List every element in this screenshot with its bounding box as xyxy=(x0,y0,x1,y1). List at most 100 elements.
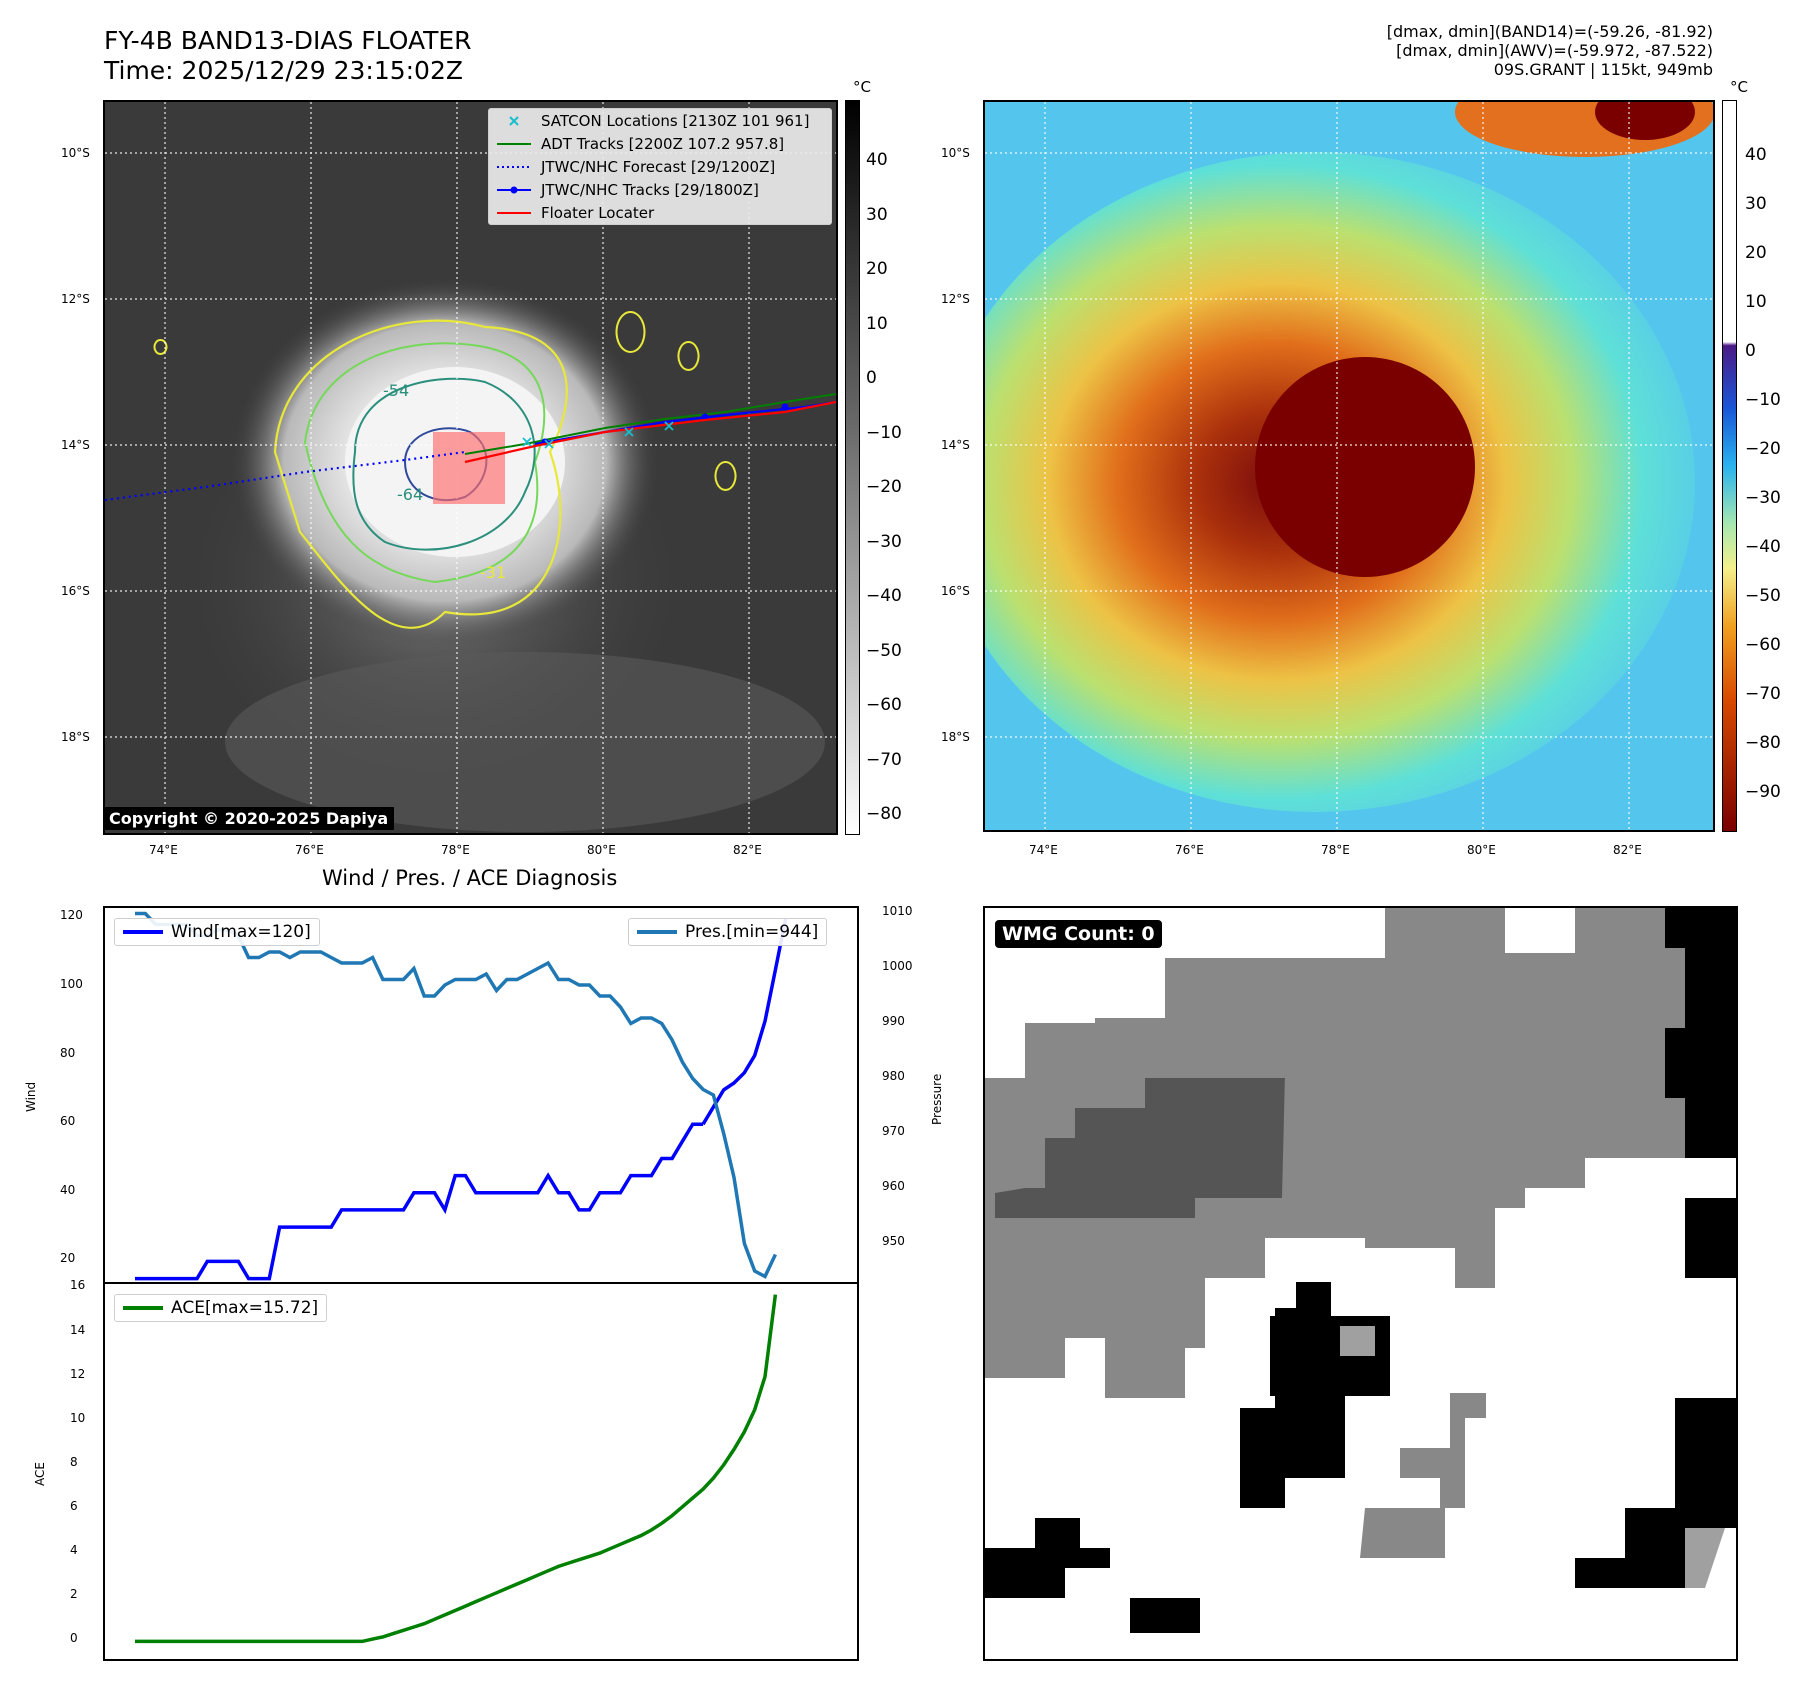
figure-title: FY-4B BAND13-DIAS FLOATER Time: 2025/12/… xyxy=(104,26,472,86)
ir-colorbar-tick: −50 xyxy=(866,640,902,661)
lat-tick-label: 10°S xyxy=(61,146,90,160)
lat-tick-label: 16°S xyxy=(941,584,970,598)
ace-legend: ACE[max=15.72] xyxy=(114,1294,328,1322)
awv-colorbar-tick: 20 xyxy=(1745,243,1767,263)
pressure-series-line xyxy=(135,911,777,1279)
lon-tick-label: 80°E xyxy=(1467,843,1496,857)
ace-ytick-label: 4 xyxy=(70,1543,78,1558)
figure-title-product: FY-4B BAND13-DIAS FLOATER xyxy=(104,26,472,55)
lat-tick-label: 10°S xyxy=(941,146,970,160)
ir-colorbar-tick: −70 xyxy=(866,749,902,770)
pressure-ytick-label: 960 xyxy=(882,1178,905,1193)
pressure-ytick-label: 1000 xyxy=(882,958,913,973)
x-marker-icon xyxy=(495,114,533,128)
wmg-classification-map xyxy=(985,908,1736,1659)
awv-range: [dmax, dmin](AWV)=(-59.972, -87.522) xyxy=(1396,41,1713,60)
wind-line-icon xyxy=(123,930,163,934)
lat-tick-label: 18°S xyxy=(941,730,970,744)
lon-tick-label: 78°E xyxy=(441,843,470,857)
legend-item-adt: ADT Tracks [2200Z 107.2 957.8] xyxy=(489,132,831,155)
ir-colorbar-tick: 20 xyxy=(866,259,888,279)
wind-ytick-label: 80 xyxy=(60,1045,76,1060)
awv-colorbar-tick: 10 xyxy=(1745,292,1767,312)
lon-tick-label: 76°E xyxy=(295,843,324,857)
lon-tick-label: 74°E xyxy=(149,843,178,857)
figure-title-time: Time: 2025/12/29 23:15:02Z xyxy=(104,56,463,85)
pressure-ytick-label: 980 xyxy=(882,1068,905,1083)
awv-colorbar xyxy=(1722,100,1737,832)
ir-colorbar-tick: 30 xyxy=(866,204,888,225)
awv-colorbar-tick: −90 xyxy=(1745,782,1781,802)
ace-series-line xyxy=(135,1294,778,1644)
storm-name-intensity: 09S.GRANT | 115kt, 949mb xyxy=(1493,60,1713,79)
lon-tick-label: 74°E xyxy=(1029,843,1058,857)
lat-tick-label: 16°S xyxy=(61,584,90,598)
ace-ytick-label: 8 xyxy=(70,1454,78,1469)
contour-label-54: -54 xyxy=(383,381,409,400)
ir-colorbar-tick: −60 xyxy=(866,695,902,715)
line-dot-icon xyxy=(495,183,533,197)
lat-tick-label: 12°S xyxy=(941,292,970,306)
legend-item-satcon: SATCON Locations [2130Z 101 961] xyxy=(489,109,831,132)
ir-colorbar-unit: °C xyxy=(853,78,871,96)
legend-item-floater: Floater Locater xyxy=(489,201,831,224)
wind-ytick-label: 20 xyxy=(60,1251,76,1266)
awv-imagery-panel xyxy=(983,100,1715,832)
ace-plot xyxy=(135,1294,778,1644)
diagnosis-title: Wind / Pres. / ACE Diagnosis xyxy=(322,866,618,890)
awv-colorbar-tick: −50 xyxy=(1745,586,1781,606)
lon-tick-label: 82°E xyxy=(1613,843,1642,857)
ace-ytick-label: 6 xyxy=(70,1499,78,1513)
pressure-ytick-label: 990 xyxy=(882,1013,905,1028)
storm-info: [dmax, dmin](BAND14)=(-59.26, -81.92) [d… xyxy=(1387,22,1713,79)
pressure-axis-label: Pressure xyxy=(930,1073,944,1125)
solid-line-icon xyxy=(495,206,533,220)
awv-colorbar-tick: −10 xyxy=(1745,390,1781,410)
wind-ytick-label: 60 xyxy=(60,1114,76,1129)
awv-colorbar-tick: −80 xyxy=(1745,733,1781,753)
lat-tick-label: 14°S xyxy=(941,438,970,452)
wmg-panel xyxy=(983,906,1738,1661)
copyright-badge: Copyright © 2020-2025 Dapiya xyxy=(103,807,395,830)
awv-colorbar-tick: 30 xyxy=(1745,194,1767,214)
legend-item-forecast: JTWC/NHC Forecast [29/1200Z] xyxy=(489,155,831,178)
wind-legend: Wind[max=120] xyxy=(114,918,320,946)
ir-colorbar-tick: −80 xyxy=(866,804,902,824)
ace-line-icon xyxy=(123,1306,163,1310)
wind-ytick-label: 120 xyxy=(60,908,83,923)
ir-colorbar-tick: −20 xyxy=(866,477,902,497)
awv-colorbar-tick: 40 xyxy=(1745,145,1767,165)
ace-axis-label: ACE xyxy=(33,1462,47,1486)
legend-item-jtwc: JTWC/NHC Tracks [29/1800Z] xyxy=(489,178,831,201)
solid-line-icon xyxy=(495,137,533,151)
ace-ytick-label: 12 xyxy=(70,1366,86,1381)
dotted-line-icon xyxy=(495,160,533,174)
lat-tick-label: 18°S xyxy=(61,730,90,744)
wind-pressure-panel xyxy=(103,906,859,1284)
pressure-ytick-label: 1010 xyxy=(882,903,913,918)
ace-ytick-label: 0 xyxy=(70,1631,78,1646)
pressure-ytick-label: 950 xyxy=(882,1233,905,1248)
ir-colorbar-tick: 0 xyxy=(866,368,877,388)
ace-ytick-label: 2 xyxy=(70,1587,78,1602)
awv-colorbar-tick: −30 xyxy=(1745,488,1781,508)
awv-colorbar-unit: °C xyxy=(1730,78,1748,96)
ir-colorbar-tick: 10 xyxy=(866,313,888,334)
awv-colorbar-tick: −20 xyxy=(1745,439,1781,459)
ace-ytick-label: 14 xyxy=(70,1322,86,1337)
awv-colorbar-tick: −60 xyxy=(1745,635,1781,655)
ace-ytick-label: 10 xyxy=(70,1410,86,1425)
lat-tick-label: 12°S xyxy=(61,292,90,306)
ir-colorbar-tick: −40 xyxy=(866,586,902,606)
wmg-count-label: WMG Count: 0 xyxy=(995,920,1162,948)
lon-tick-label: 76°E xyxy=(1175,843,1204,857)
wind-ytick-label: 40 xyxy=(60,1182,76,1197)
pressure-line-icon xyxy=(637,930,677,934)
lon-tick-label: 82°E xyxy=(733,843,762,857)
ir-imagery-panel: -54 -64 -31 xyxy=(103,100,838,835)
lon-tick-label: 80°E xyxy=(587,843,616,857)
ace-panel xyxy=(103,1282,859,1661)
ace-ytick-label: 16 xyxy=(70,1278,86,1293)
band14-range: [dmax, dmin](BAND14)=(-59.26, -81.92) xyxy=(1386,22,1713,41)
wind-ytick-label: 100 xyxy=(60,976,83,991)
